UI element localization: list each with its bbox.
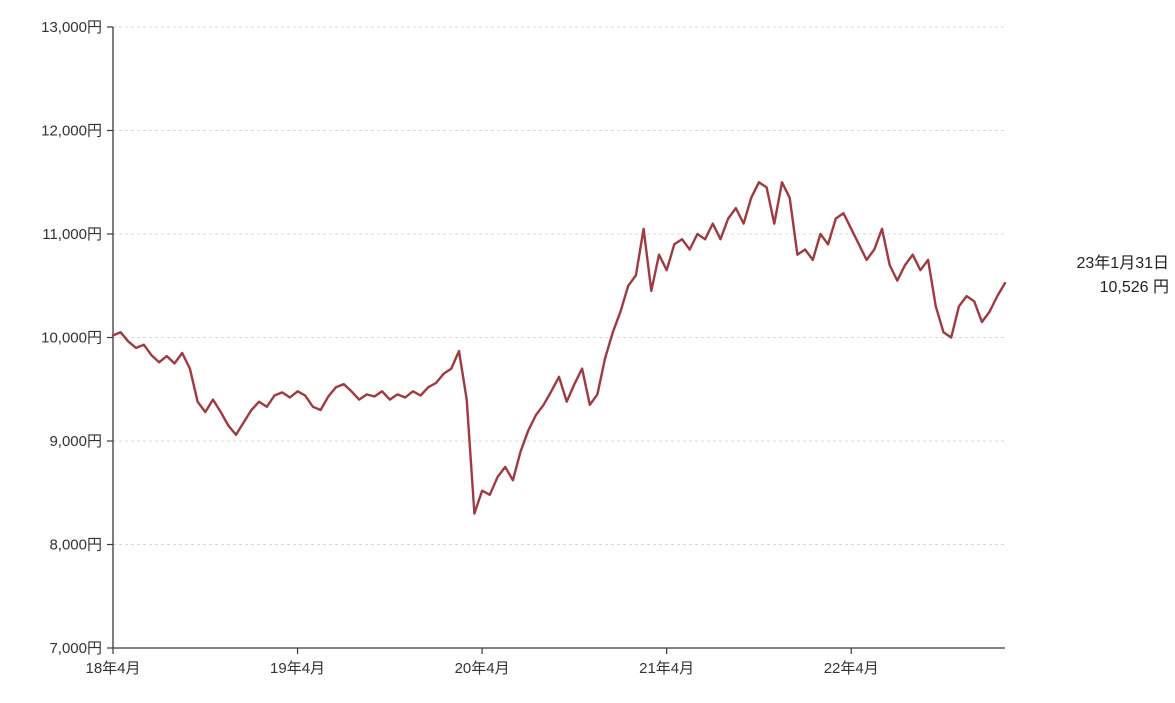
- price-line: [111, 181, 1007, 515]
- y-tick-label: 10,000円: [41, 330, 102, 347]
- y-tick-label: 8,000円: [49, 537, 102, 554]
- x-tick-label: 18年4月: [85, 660, 140, 677]
- y-tick-label: 11,000円: [42, 226, 102, 243]
- y-tick-label: 9,000円: [49, 433, 102, 450]
- x-tick-label: 21年4月: [639, 660, 694, 677]
- latest-value-annotation: 23年1月31日 10,526 円: [1077, 252, 1170, 300]
- y-tick-label: 12,000円: [41, 123, 102, 140]
- annotation-value: 10,526 円: [1099, 279, 1169, 296]
- x-tick-label: 19年4月: [270, 660, 325, 677]
- x-tick-label: 20年4月: [455, 660, 510, 677]
- y-tick-label: 7,000円: [49, 640, 102, 657]
- annotation-date: 23年1月31日: [1076, 255, 1170, 272]
- x-tick-label: 22年4月: [824, 660, 879, 677]
- y-tick-label: 13,000円: [41, 19, 102, 36]
